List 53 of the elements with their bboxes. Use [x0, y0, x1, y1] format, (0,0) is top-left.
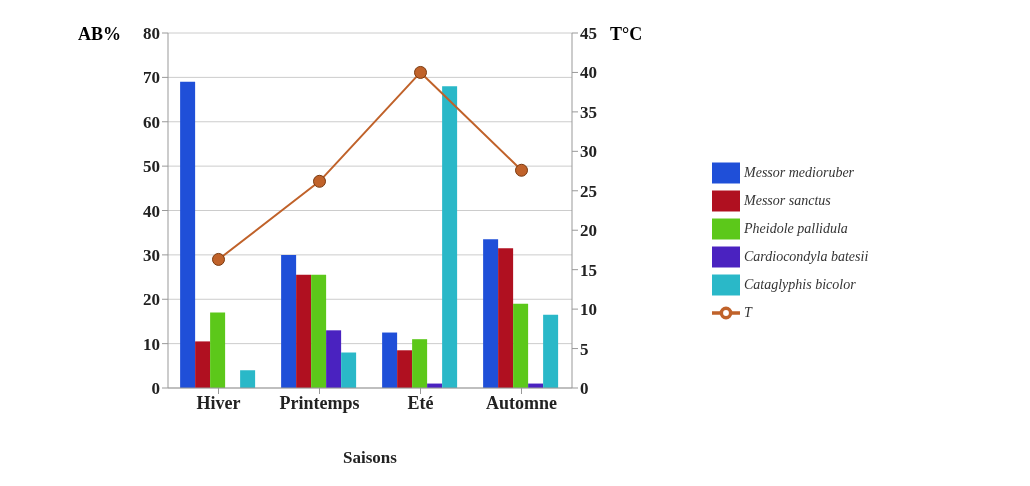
- bar: [296, 274, 312, 388]
- y-tick-label: 40: [143, 201, 160, 221]
- y2-tick-label: 10: [580, 300, 597, 320]
- y2-tick-label: 35: [580, 102, 597, 122]
- y2-tick-label: 30: [580, 142, 597, 162]
- bar: [543, 314, 559, 388]
- bar: [210, 312, 226, 388]
- y2-axis-title: T°C: [610, 24, 643, 45]
- y2-tick-label: 5: [580, 339, 589, 359]
- bar: [483, 239, 499, 388]
- y2-tick-label: 0: [580, 379, 589, 399]
- y-tick-label: 70: [143, 68, 160, 88]
- x-tick-label: Automne: [486, 392, 558, 413]
- y2-tick-label: 20: [580, 221, 597, 241]
- bar: [498, 248, 514, 388]
- bar: [382, 332, 398, 388]
- bar: [195, 341, 211, 388]
- bar: [326, 330, 342, 388]
- x-tick-label: Hiver: [196, 392, 241, 413]
- legend-label: Messor sanctus: [744, 192, 831, 208]
- y2-tick-label: 45: [580, 24, 597, 44]
- bar: [240, 370, 256, 388]
- y2-tick-label: 40: [580, 63, 597, 83]
- legend-label: Pheidole pallidula: [744, 220, 848, 236]
- legend-label: Messor medioruber: [744, 164, 855, 180]
- x-tick-label: Printemps: [279, 392, 360, 413]
- y2-tick-label: 25: [580, 181, 597, 201]
- x-tick-label: Eté: [407, 392, 434, 413]
- y-tick-label: 30: [143, 245, 160, 265]
- y-tick-label: 10: [143, 334, 160, 354]
- y-tick-label: 20: [143, 290, 160, 310]
- point: [414, 65, 427, 79]
- legend-label: Cataglyphis bicolor: [744, 276, 856, 292]
- bar: [412, 339, 428, 388]
- y-tick-label: 60: [143, 112, 160, 132]
- point: [515, 163, 528, 177]
- bar: [513, 303, 529, 388]
- bar: [397, 350, 413, 388]
- y-axis-title: AB%: [78, 24, 122, 45]
- point: [313, 174, 326, 188]
- y-tick-label: 50: [143, 157, 160, 177]
- y2-tick-label: 15: [580, 260, 597, 280]
- point: [212, 252, 225, 266]
- x-axis-title: Saisons: [343, 448, 398, 467]
- bar: [311, 274, 327, 388]
- bar: [442, 86, 458, 388]
- y-tick-label: 80: [143, 24, 160, 44]
- bar: [341, 352, 357, 388]
- y-tick-label: 0: [151, 379, 160, 399]
- legend-label: Cardiocondyla batesii: [744, 248, 869, 264]
- bar: [180, 81, 196, 388]
- legend-label: T: [744, 304, 752, 320]
- bar: [281, 254, 297, 388]
